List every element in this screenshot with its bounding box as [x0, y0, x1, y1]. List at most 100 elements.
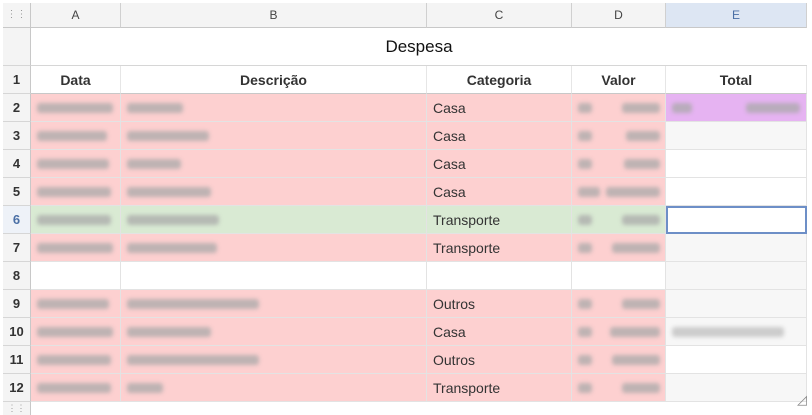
cell-total[interactable]	[666, 178, 807, 206]
cell-data[interactable]	[31, 150, 121, 178]
column-header-b[interactable]: B	[121, 3, 427, 28]
redacted-text	[127, 215, 219, 225]
select-all-corner[interactable]: ⋮⋮	[3, 3, 31, 28]
cell-valor[interactable]	[572, 150, 666, 178]
cell-valor[interactable]	[572, 206, 666, 234]
cell-valor[interactable]	[572, 262, 666, 290]
redacted-text	[578, 299, 592, 309]
cell-categoria[interactable]: Transporte	[427, 374, 572, 402]
cell-valor[interactable]	[572, 290, 666, 318]
cell-descricao[interactable]	[121, 94, 427, 122]
row-header-5[interactable]: 5	[3, 178, 31, 206]
cell-categoria[interactable]: Casa	[427, 318, 572, 346]
cell-total[interactable]	[666, 234, 807, 262]
header-data[interactable]: Data	[31, 66, 121, 94]
table-resize-grip-icon[interactable]: ◿	[797, 392, 807, 407]
redacted-text	[746, 103, 800, 113]
cell-total[interactable]	[666, 290, 807, 318]
redacted-text	[672, 327, 784, 337]
column-header-c[interactable]: C	[427, 3, 572, 28]
redacted-text	[578, 103, 592, 113]
cell-valor[interactable]	[572, 346, 666, 374]
redacted-text	[672, 103, 692, 113]
cell-data[interactable]	[31, 346, 121, 374]
cell-valor[interactable]	[572, 178, 666, 206]
row-header-10[interactable]: 10	[3, 318, 31, 346]
row-header-7[interactable]: 7	[3, 234, 31, 262]
cell-descricao[interactable]	[121, 206, 427, 234]
cell-descricao[interactable]	[121, 346, 427, 374]
column-header-a[interactable]: A	[31, 3, 121, 28]
redacted-text	[127, 103, 183, 113]
row-header-2[interactable]: 2	[3, 94, 31, 122]
cell-valor[interactable]	[572, 374, 666, 402]
row-header-11[interactable]: 11	[3, 346, 31, 374]
cell-valor[interactable]	[572, 122, 666, 150]
redacted-text	[37, 103, 113, 113]
row-header-9[interactable]: 9	[3, 290, 31, 318]
cell-categoria[interactable]: Casa	[427, 178, 572, 206]
column-header-d[interactable]: D	[572, 3, 666, 28]
cell-data[interactable]	[31, 374, 121, 402]
cell-categoria[interactable]: Casa	[427, 150, 572, 178]
active-cell-total[interactable]	[666, 206, 807, 234]
cell-data[interactable]	[31, 122, 121, 150]
row-header-4[interactable]: 4	[3, 150, 31, 178]
cell-valor[interactable]	[572, 94, 666, 122]
cell-data[interactable]	[31, 94, 121, 122]
row-header-6[interactable]: 6	[3, 206, 31, 234]
cell-categoria[interactable]: Casa	[427, 94, 572, 122]
cell-total[interactable]	[666, 346, 807, 374]
cell-descricao[interactable]	[121, 150, 427, 178]
redacted-text	[37, 355, 111, 365]
redacted-text	[37, 383, 111, 393]
table-bottom-edge	[31, 402, 807, 415]
row-header-12[interactable]: 12	[3, 374, 31, 402]
cell-descricao[interactable]	[121, 178, 427, 206]
cell-total[interactable]	[666, 318, 807, 346]
cell-total[interactable]	[666, 94, 807, 122]
cell-data[interactable]	[31, 234, 121, 262]
cell-total[interactable]	[666, 262, 807, 290]
cell-valor[interactable]	[572, 318, 666, 346]
cell-categoria[interactable]: Outros	[427, 290, 572, 318]
redacted-text	[37, 215, 111, 225]
header-valor[interactable]: Valor	[572, 66, 666, 94]
column-header-e[interactable]: E	[666, 3, 807, 28]
cell-categoria[interactable]: Transporte	[427, 206, 572, 234]
header-total[interactable]: Total	[666, 66, 807, 94]
redacted-text	[37, 243, 113, 253]
cell-data[interactable]	[31, 178, 121, 206]
cell-data[interactable]	[31, 290, 121, 318]
row-resize-handle[interactable]: ⋮⋮	[3, 402, 31, 415]
row-header-3[interactable]: 3	[3, 122, 31, 150]
cell-data[interactable]	[31, 206, 121, 234]
redacted-text	[622, 299, 660, 309]
cell-total[interactable]	[666, 150, 807, 178]
cell-descricao[interactable]	[121, 122, 427, 150]
table-title[interactable]: Despesa	[31, 28, 807, 66]
cell-categoria[interactable]	[427, 262, 572, 290]
row-header-1[interactable]: 1	[3, 66, 31, 94]
cell-descricao[interactable]	[121, 234, 427, 262]
redacted-text	[127, 327, 211, 337]
header-categoria[interactable]: Categoria	[427, 66, 572, 94]
cell-categoria[interactable]: Transporte	[427, 234, 572, 262]
header-descricao[interactable]: Descrição	[121, 66, 427, 94]
cell-descricao[interactable]	[121, 262, 427, 290]
cell-descricao[interactable]	[121, 374, 427, 402]
cell-descricao[interactable]	[121, 318, 427, 346]
redacted-text	[127, 187, 211, 197]
cell-categoria[interactable]: Outros	[427, 346, 572, 374]
row-header-8[interactable]: 8	[3, 262, 31, 290]
redacted-text	[612, 355, 660, 365]
grid-handle-icon: ⋮⋮	[6, 9, 27, 20]
cell-total[interactable]	[666, 122, 807, 150]
cell-data[interactable]	[31, 262, 121, 290]
cell-total[interactable]	[666, 374, 807, 402]
cell-data[interactable]	[31, 318, 121, 346]
redacted-text	[37, 159, 109, 169]
cell-descricao[interactable]	[121, 290, 427, 318]
cell-categoria[interactable]: Casa	[427, 122, 572, 150]
cell-valor[interactable]	[572, 234, 666, 262]
